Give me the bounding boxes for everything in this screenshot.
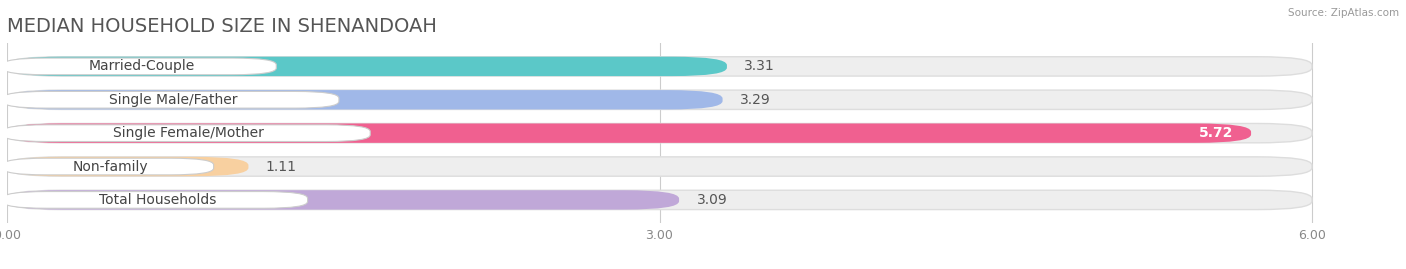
FancyBboxPatch shape — [3, 91, 339, 108]
FancyBboxPatch shape — [7, 57, 1312, 76]
Text: 5.72: 5.72 — [1199, 126, 1233, 140]
Text: MEDIAN HOUSEHOLD SIZE IN SHENANDOAH: MEDIAN HOUSEHOLD SIZE IN SHENANDOAH — [7, 17, 437, 36]
Text: Non-family: Non-family — [73, 160, 148, 174]
Text: Single Male/Father: Single Male/Father — [108, 93, 238, 107]
FancyBboxPatch shape — [3, 125, 370, 141]
FancyBboxPatch shape — [7, 123, 1251, 143]
FancyBboxPatch shape — [7, 190, 679, 210]
FancyBboxPatch shape — [3, 158, 214, 175]
Text: Married-Couple: Married-Couple — [89, 59, 195, 73]
FancyBboxPatch shape — [7, 157, 249, 176]
FancyBboxPatch shape — [7, 90, 723, 109]
Text: 1.11: 1.11 — [266, 160, 297, 174]
Text: Single Female/Mother: Single Female/Mother — [114, 126, 264, 140]
Text: Total Households: Total Households — [98, 193, 217, 207]
Text: 3.31: 3.31 — [744, 59, 775, 73]
Text: Source: ZipAtlas.com: Source: ZipAtlas.com — [1288, 8, 1399, 18]
FancyBboxPatch shape — [3, 192, 308, 208]
FancyBboxPatch shape — [7, 57, 727, 76]
FancyBboxPatch shape — [7, 123, 1312, 143]
FancyBboxPatch shape — [7, 90, 1312, 109]
FancyBboxPatch shape — [7, 190, 1312, 210]
Text: 3.09: 3.09 — [696, 193, 727, 207]
Text: 3.29: 3.29 — [740, 93, 770, 107]
FancyBboxPatch shape — [3, 58, 277, 75]
FancyBboxPatch shape — [7, 157, 1312, 176]
